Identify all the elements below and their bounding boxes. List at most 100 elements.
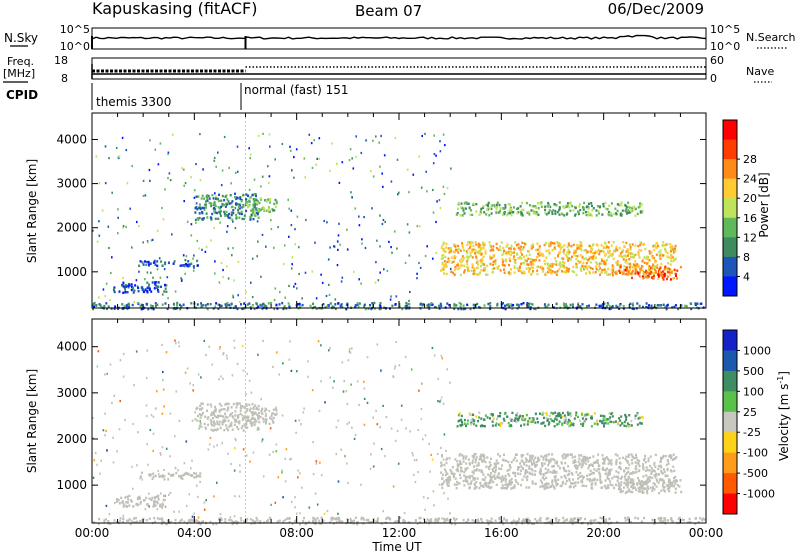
region-5-point <box>521 201 524 205</box>
region-6-point <box>649 486 652 489</box>
region-6-point <box>666 488 669 491</box>
noise-point <box>165 351 168 354</box>
region-0-point <box>218 420 221 423</box>
noise-point <box>196 239 199 243</box>
region-5-point <box>616 423 619 426</box>
region-4-point <box>627 254 629 257</box>
noise-point <box>148 505 150 508</box>
region-4-point <box>654 483 656 486</box>
noise-point <box>119 399 121 403</box>
noise-point <box>129 207 131 210</box>
colorbar-tick-label: 500 <box>743 365 764 378</box>
noise-point <box>122 225 125 228</box>
region-4-point <box>596 262 598 266</box>
region-3-point <box>165 290 168 293</box>
noise-point <box>214 272 216 275</box>
noise-point <box>257 240 259 243</box>
noise-point <box>117 232 119 235</box>
noise-point <box>284 457 286 460</box>
region-6-point <box>674 491 677 494</box>
noise-point <box>219 221 221 224</box>
region-0-point <box>211 411 214 414</box>
region-4-point <box>535 256 538 259</box>
region-7-point <box>220 517 222 520</box>
region-4-point <box>485 482 487 485</box>
region-4-point <box>569 453 572 456</box>
region-7-point <box>570 519 573 522</box>
region-1-point <box>272 421 275 424</box>
noise-point <box>248 147 250 150</box>
noise-point <box>248 188 251 191</box>
noise-point <box>350 191 352 194</box>
region-4-point <box>610 254 613 258</box>
region-7-point <box>405 304 408 308</box>
region-7-point <box>690 302 693 306</box>
region-4-point <box>653 248 656 252</box>
region-6-point <box>633 483 635 486</box>
region-4-point <box>474 453 477 456</box>
region-4-point <box>531 482 534 485</box>
noise-point <box>363 216 365 219</box>
region-0-point <box>212 197 215 200</box>
region-5-point <box>466 422 469 425</box>
region-4-point <box>605 270 608 273</box>
region-4-point <box>584 249 587 252</box>
region-4-point <box>497 248 500 251</box>
region-1-point <box>257 417 260 421</box>
region-0-point <box>238 422 241 425</box>
noise-point <box>228 166 230 169</box>
region-4-point <box>627 475 630 479</box>
region-4-point <box>565 470 568 473</box>
region-1-point <box>262 420 265 423</box>
noise-point <box>185 440 188 443</box>
region-5-point <box>471 421 474 424</box>
region-6-point <box>663 490 666 493</box>
region-0-point <box>221 421 224 424</box>
region-4-point <box>536 269 539 272</box>
region-6-point <box>662 479 665 483</box>
region-5-point <box>578 205 581 208</box>
noise-point <box>298 419 301 422</box>
region-4-point <box>585 484 588 488</box>
noise-point <box>443 492 445 495</box>
region-4-point <box>603 460 606 463</box>
noise-point <box>98 220 100 223</box>
region-4-point <box>513 251 516 254</box>
region-4-point <box>477 252 480 255</box>
region-4-point <box>541 462 544 465</box>
noise-point <box>131 246 133 249</box>
noise-point <box>335 452 338 456</box>
region-7-point <box>263 303 266 307</box>
region-4-point <box>646 255 649 258</box>
region-5-point <box>552 412 555 415</box>
region-4-point <box>516 253 519 256</box>
region-4-point <box>531 480 534 483</box>
region-3-point <box>162 494 165 498</box>
region-4-point <box>605 456 608 459</box>
noise-point <box>193 254 195 257</box>
region-0-point <box>225 210 228 214</box>
region-4-point <box>459 476 462 480</box>
region-7-point <box>182 303 185 306</box>
region-7-point <box>104 518 107 521</box>
region-4-point <box>493 466 496 469</box>
region-7-point <box>150 304 152 307</box>
noise-point <box>432 188 434 192</box>
region-4-point <box>519 255 522 259</box>
noise-point <box>122 514 125 517</box>
noise-point <box>164 188 166 191</box>
region-7-point <box>142 307 145 310</box>
noise-point <box>97 350 100 353</box>
noise-point <box>209 436 212 440</box>
region-6-point <box>663 268 666 271</box>
region-7-point <box>428 305 431 309</box>
region-4-point <box>558 242 560 245</box>
region-4-point <box>601 466 604 469</box>
region-4-point <box>589 456 592 459</box>
region-7-point <box>225 304 228 307</box>
region-4-point <box>526 471 529 474</box>
region-6-point <box>670 271 673 274</box>
region-0-point <box>208 201 211 205</box>
region-4-point <box>599 267 602 270</box>
region-4-point <box>585 266 588 269</box>
